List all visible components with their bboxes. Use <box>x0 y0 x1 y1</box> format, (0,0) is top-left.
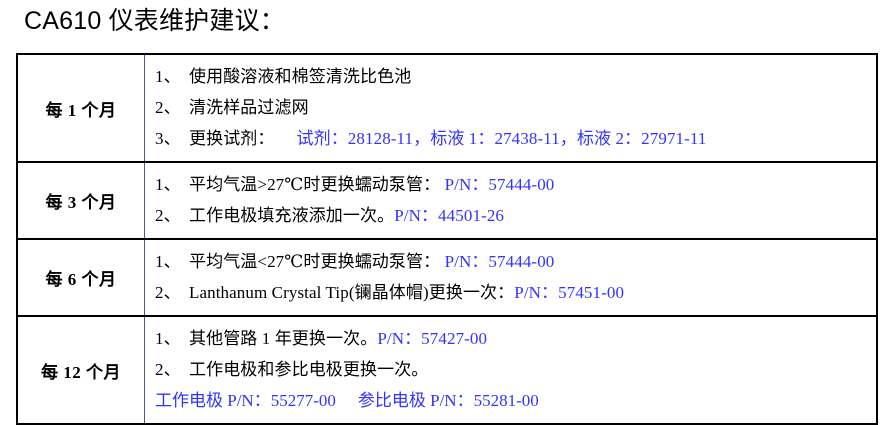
item-number: 3、 <box>155 129 181 148</box>
table-row: 每 3 个月 1、 平均气温>27℃时更换蠕动泵管： P/N：57444-00 2… <box>16 161 878 240</box>
item-text: 清洗样品过滤网 <box>189 98 309 117</box>
reference-electrode-pn: 参比电极 P/N：55281-00 <box>357 391 539 410</box>
item-text: 使用酸溶液和棉签清洗比色池 <box>189 67 412 86</box>
interval-cell: 每 3 个月 <box>16 161 145 240</box>
maintenance-schedule-table: 每 1 个月 1、 使用酸溶液和棉签清洗比色池 2、 清洗样品过滤网 3、 更换试剂：… <box>16 53 878 425</box>
item-number: 2、 <box>155 360 181 379</box>
task-list: 1、 其他管路 1 年更换一次。P/N：57427-00 2、 工作电极和参比电极更… <box>155 317 876 423</box>
interval-label: 每 6 个月 <box>45 270 117 289</box>
list-item: 2、 Lanthanum Crystal Tip(镧晶体帽)更换一次：P/N：57… <box>155 277 876 308</box>
item-number: 1、 <box>155 175 181 194</box>
part-number: P/N：57444-00 <box>444 252 555 271</box>
list-item: 2、 清洗样品过滤网 <box>155 92 876 123</box>
table-row: 每 12 个月 1、 其他管路 1 年更换一次。P/N：57427-00 2、 工作… <box>16 315 878 425</box>
list-item: 2、 工作电极填充液添加一次。P/N：44501-26 <box>155 200 876 231</box>
part-number: 试剂：28128-11，标液 1：27438-11，标液 2：27971-11 <box>296 129 707 148</box>
table-row: 每 6 个月 1、 平均气温<27℃时更换蠕动泵管： P/N：57444-00 2… <box>16 238 878 317</box>
tasks-cell: 1、 使用酸溶液和棉签清洗比色池 2、 清洗样品过滤网 3、 更换试剂： 试剂：2812… <box>144 53 878 163</box>
task-list: 1、 平均气温>27℃时更换蠕动泵管： P/N：57444-00 2、 工作电极填充… <box>155 163 876 238</box>
page-title: CA610 仪表维护建议： <box>24 7 285 35</box>
list-item: 1、 其他管路 1 年更换一次。P/N：57427-00 <box>155 323 876 354</box>
item-text: 其他管路 1 年更换一次。 <box>189 329 378 348</box>
part-number: P/N：44501-26 <box>394 206 505 225</box>
item-number: 1、 <box>155 67 181 86</box>
item-number: 1、 <box>155 329 181 348</box>
tasks-cell: 1、 平均气温>27℃时更换蠕动泵管： P/N：57444-00 2、 工作电极填充… <box>144 161 878 240</box>
list-item: 1、 平均气温<27℃时更换蠕动泵管： P/N：57444-00 <box>155 246 876 277</box>
interval-label: 每 3 个月 <box>45 193 117 212</box>
item-text: 工作电极填充液添加一次。 <box>189 206 395 225</box>
interval-cell: 每 6 个月 <box>16 238 145 317</box>
item-number: 2、 <box>155 283 181 302</box>
item-text: Lanthanum Crystal Tip(镧晶体帽)更换一次： <box>189 283 515 302</box>
task-list: 1、 使用酸溶液和棉签清洗比色池 2、 清洗样品过滤网 3、 更换试剂： 试剂：2812… <box>155 55 876 161</box>
item-number: 2、 <box>155 98 181 117</box>
item-number: 1、 <box>155 252 181 271</box>
part-number: P/N：57451-00 <box>514 283 625 302</box>
part-number: P/N：57444-00 <box>444 175 555 194</box>
interval-cell: 每 12 个月 <box>16 315 145 425</box>
list-item: 1、 平均气温>27℃时更换蠕动泵管： P/N：57444-00 <box>155 169 876 200</box>
tasks-cell: 1、 平均气温<27℃时更换蠕动泵管： P/N：57444-00 2、 Lantha… <box>144 238 878 317</box>
item-text: 更换试剂： <box>189 129 275 148</box>
table-row: 每 1 个月 1、 使用酸溶液和棉签清洗比色池 2、 清洗样品过滤网 3、 更换试剂：… <box>16 53 878 163</box>
list-item: 3、 更换试剂： 试剂：28128-11，标液 1：27438-11，标液 2：27… <box>155 123 876 154</box>
interval-label: 每 1 个月 <box>45 100 117 120</box>
task-list: 1、 平均气温<27℃时更换蠕动泵管： P/N：57444-00 2、 Lantha… <box>155 240 876 315</box>
interval-cell: 每 1 个月 <box>16 53 145 163</box>
document-page: CA610 仪表维护建议： 每 1 个月 1、 使用酸溶液和棉签清洗比色池 2、清… <box>16 7 878 425</box>
part-number: P/N：57427-00 <box>377 329 488 348</box>
item-text: 工作电极和参比电极更换一次。 <box>189 360 429 379</box>
tasks-cell: 1、 其他管路 1 年更换一次。P/N：57427-00 2、 工作电极和参比电极更… <box>144 315 878 425</box>
list-item: 2、 工作电极和参比电极更换一次。 <box>155 354 876 385</box>
working-electrode-pn: 工作电极 P/N：55277-00 <box>155 391 336 410</box>
item-text: 平均气温<27℃时更换蠕动泵管： <box>189 252 441 271</box>
item-text: 平均气温>27℃时更换蠕动泵管： <box>189 175 441 194</box>
list-item: 1、 使用酸溶液和棉签清洗比色池 <box>155 61 876 92</box>
interval-label: 每 12 个月 <box>41 362 121 382</box>
item-number: 2、 <box>155 206 181 225</box>
electrode-part-numbers: 工作电极 P/N：55277-00 参比电极 P/N：55281-00 <box>155 385 876 416</box>
